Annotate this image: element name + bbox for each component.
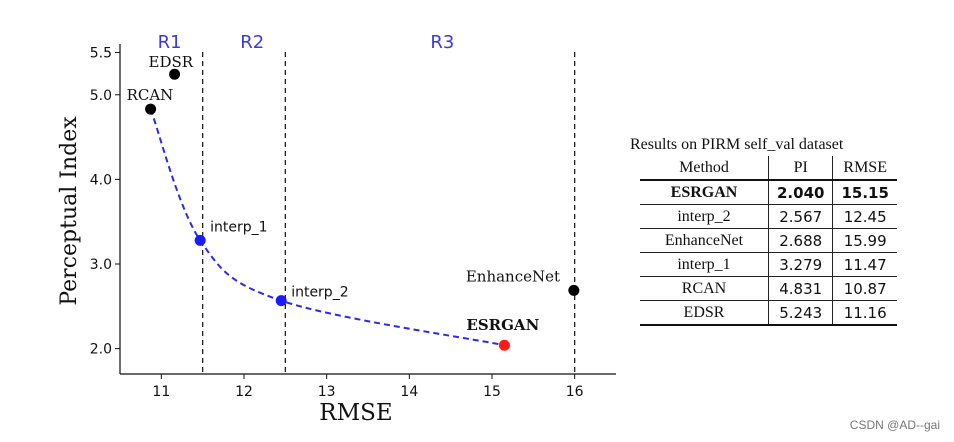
x-tick-label: 14 [400,384,418,400]
region-label: R1 [158,32,182,53]
x-tick-label: 16 [566,384,584,400]
table-header-row: Method PI RMSE [640,156,897,181]
point-label: interp_2 [291,285,348,301]
cell-rmse: 15.99 [832,228,897,253]
header-method: Method [640,156,769,181]
y-tick-label: 3.0 [90,257,112,273]
cell-rmse: 11.16 [832,300,897,326]
table-row: ESRGAN 2.040 15.15 [640,180,897,205]
x-axis-label: RMSE [319,400,392,426]
table-row: RCAN 4.831 10.87 [640,276,897,301]
x-tick-label: 15 [483,384,501,400]
point-enhancenet [568,284,580,296]
cell-pi: 3.279 [768,252,834,277]
table-row: EDSR 5.243 11.16 [640,300,897,326]
y-tick-label: 5.5 [90,45,112,61]
point-label: interp_1 [210,219,267,235]
cell-method: interp_2 [640,204,769,229]
point-edsr [169,68,181,80]
table-title: Results on PIRM self_val dataset [630,136,844,153]
x-tick-label: 12 [235,384,253,400]
table-row: EnhanceNet 2.688 15.99 [640,228,897,253]
region-label: R3 [430,32,454,53]
cell-pi: 2.040 [768,180,834,205]
cell-method: ESRGAN [640,180,769,205]
cell-pi: 2.688 [768,228,834,253]
cell-rmse: 11.47 [832,252,897,277]
point-rcan [145,103,157,115]
cell-rmse: 12.45 [832,204,897,229]
table-row: interp_1 3.279 11.47 [640,252,897,277]
cell-method: interp_1 [640,252,769,277]
y-axis-label: Perceptual Index [57,116,82,306]
point-label: EDSR [149,53,194,71]
header-pi: PI [768,156,834,181]
cell-rmse: 15.15 [832,180,897,205]
x-tick-label: 13 [318,384,336,400]
point-label: EnhanceNet [466,267,560,285]
cell-pi: 4.831 [768,276,834,301]
y-tick-label: 4.0 [90,172,112,188]
results-table-panel: Results on PIRM self_val dataset Method … [628,136,918,326]
region-label: R2 [240,32,264,53]
point-esrgan [498,339,510,351]
results-table: Method PI RMSE ESRGAN 2.040 15.15 interp_2 2… [640,156,897,326]
cell-method: EnhanceNet [640,228,769,253]
point-label: RCAN [127,86,174,104]
x-tick-label: 11 [152,384,170,400]
y-tick-label: 5.0 [90,88,112,104]
point-interp-1 [194,234,206,246]
point-label: ESRGAN [466,316,539,334]
pi-rmse-chart: 11 12 13 14 15 16 2.0 3.0 4.0 5.0 5.5 RMSE Perceptua… [57,32,616,426]
tradeoff-curve [149,108,505,347]
cell-method: EDSR [640,300,769,326]
cell-pi: 2.567 [768,204,834,229]
cell-pi: 5.243 [768,300,834,326]
y-tick-label: 2.0 [90,342,112,358]
watermark: CSDN @AD--gai [849,418,940,432]
point-interp-2 [275,295,287,307]
table-row: interp_2 2.567 12.45 [640,204,897,229]
cell-rmse: 10.87 [832,276,897,301]
cell-method: RCAN [640,276,769,301]
header-rmse: RMSE [832,156,897,181]
